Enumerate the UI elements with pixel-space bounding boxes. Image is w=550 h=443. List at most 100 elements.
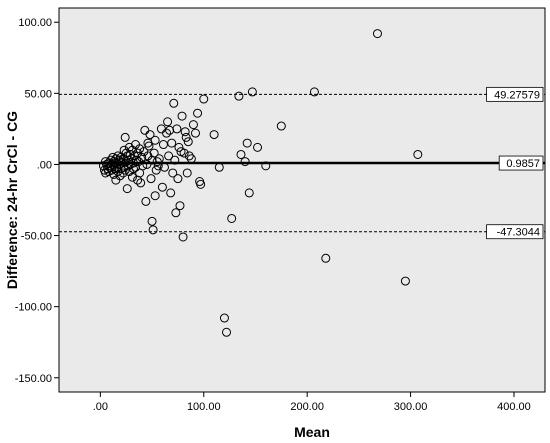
data-point	[400, 276, 410, 286]
data-point	[159, 162, 169, 172]
data-point	[193, 108, 203, 118]
data-point	[413, 149, 423, 159]
reference-labels: 49.27579 0.9857 -47.3044	[486, 86, 544, 240]
data-point	[171, 208, 181, 218]
data-point	[170, 155, 180, 165]
data-point	[372, 29, 382, 39]
data-point	[164, 151, 174, 161]
data-point	[127, 172, 137, 182]
data-point	[128, 158, 138, 168]
data-point	[136, 178, 146, 188]
data-point	[166, 188, 176, 198]
data-point	[120, 132, 130, 142]
data-point	[125, 149, 135, 159]
data-point	[113, 167, 123, 177]
data-point	[234, 91, 244, 101]
data-point	[196, 179, 206, 189]
data-point	[169, 98, 179, 108]
reference-label-0: 49.27579	[494, 89, 540, 101]
data-point	[152, 157, 162, 167]
data-point	[179, 148, 189, 158]
data-point	[138, 161, 148, 171]
data-point	[253, 142, 263, 152]
reference-label-2: -47.3044	[497, 227, 540, 239]
data-point	[227, 213, 237, 223]
x-tick-label: .00	[93, 401, 108, 413]
data-point	[146, 174, 156, 184]
data-point	[128, 164, 138, 174]
data-point	[173, 174, 183, 184]
data-point	[214, 162, 224, 172]
data-point	[153, 161, 163, 171]
data-point	[219, 313, 229, 323]
y-tick-label: .00	[37, 159, 52, 171]
data-point	[167, 138, 177, 148]
data-point	[141, 196, 151, 206]
data-point	[127, 145, 137, 155]
data-point	[244, 188, 254, 198]
data-point	[184, 151, 194, 161]
x-tick-label: 200.00	[290, 401, 324, 413]
data-point	[199, 94, 209, 104]
y-axis-label: Difference: 24-hr CrCl - CG	[4, 111, 20, 289]
y-tick-label: 50.00	[24, 88, 52, 100]
data-point	[276, 121, 286, 131]
y-tick-label: -50.00	[21, 231, 52, 243]
data-point	[242, 138, 252, 148]
data-point	[158, 140, 168, 150]
y-tick-label: -150.00	[15, 373, 52, 385]
data-point	[190, 128, 200, 138]
y-axis-ticks: 100.00 50.00 .00 -50.00 -100.00 -150.00	[15, 17, 59, 385]
x-tick-label: 400.00	[497, 401, 531, 413]
data-point	[175, 201, 185, 211]
data-point	[174, 142, 184, 152]
data-point	[240, 157, 250, 167]
data-point	[150, 135, 160, 145]
data-points	[98, 29, 423, 337]
data-point	[188, 120, 198, 130]
data-point	[172, 124, 182, 134]
reference-label-box-1	[498, 155, 544, 171]
data-point	[309, 87, 319, 97]
data-point	[209, 130, 219, 140]
data-point	[180, 127, 190, 137]
data-point	[261, 161, 271, 171]
data-point	[247, 87, 257, 97]
data-point	[178, 232, 188, 242]
data-point	[182, 168, 192, 178]
data-point	[137, 152, 147, 162]
data-point	[144, 141, 154, 151]
y-tick-label: 100.00	[18, 17, 52, 29]
data-point	[149, 148, 159, 158]
data-point	[222, 327, 232, 337]
data-point	[145, 130, 155, 140]
x-axis-ticks: .00 100.00 200.00 300.00 400.00	[93, 392, 531, 413]
y-tick-label: -100.00	[15, 302, 52, 314]
data-point	[114, 155, 124, 165]
data-point	[183, 137, 193, 147]
data-point	[177, 111, 187, 121]
data-point	[163, 117, 173, 127]
data-point	[150, 191, 160, 201]
data-point	[186, 154, 196, 164]
data-point	[115, 171, 125, 181]
reference-label-box-0	[486, 86, 544, 102]
data-point	[321, 253, 331, 263]
data-point	[157, 182, 167, 192]
data-point	[147, 216, 157, 226]
data-point	[132, 155, 142, 165]
reference-label-box-2	[486, 224, 544, 240]
reference-label-1: 0.9857	[506, 158, 540, 170]
data-point	[151, 165, 161, 175]
data-point	[162, 128, 172, 138]
x-tick-label: 100.00	[187, 401, 221, 413]
data-point	[236, 149, 246, 159]
x-axis-label: Mean	[294, 424, 330, 440]
data-point	[165, 125, 175, 135]
data-point	[122, 184, 132, 194]
plot-background	[58, 7, 546, 393]
data-point	[154, 154, 164, 164]
data-point	[118, 168, 128, 178]
data-point	[124, 142, 134, 152]
